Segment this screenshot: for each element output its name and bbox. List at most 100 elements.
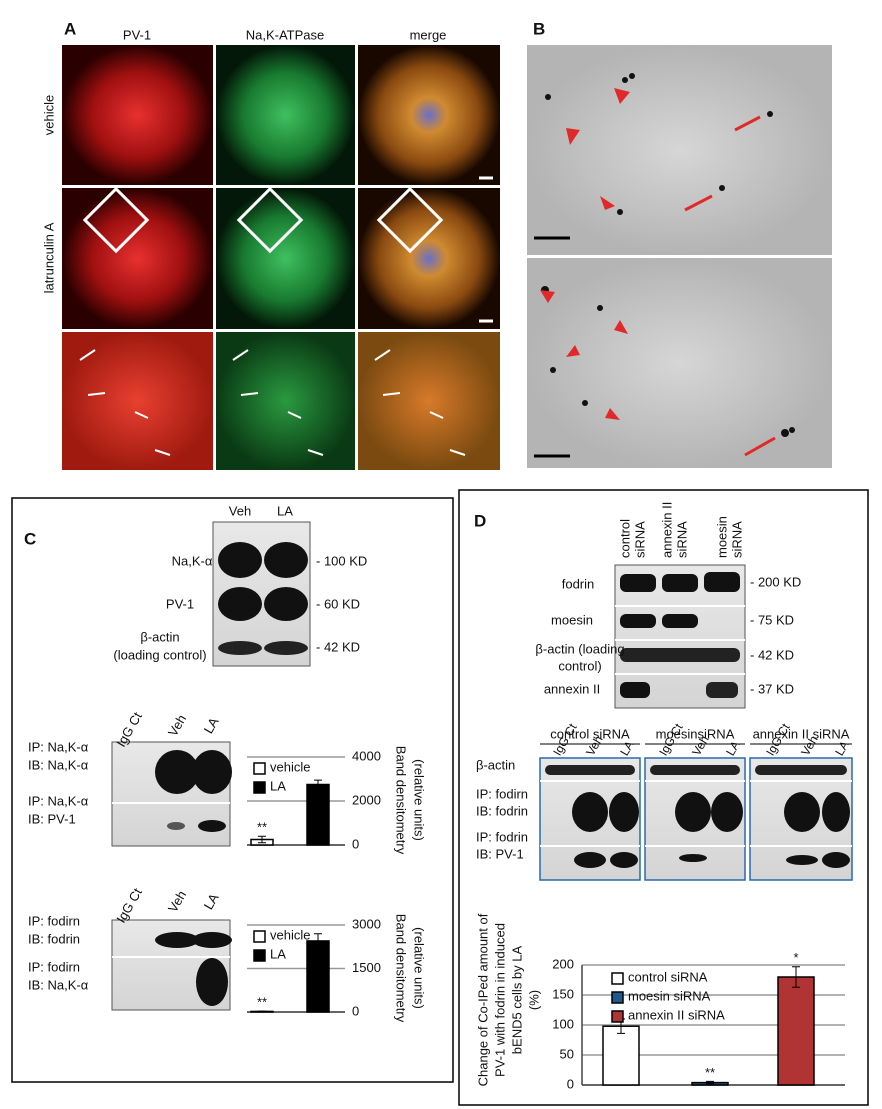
- lane-label: LA: [832, 738, 851, 758]
- row-label: β-actin: [476, 757, 515, 772]
- ip-label: IB: Na,K-α: [28, 977, 89, 992]
- ip-label: IP: fodirn: [28, 913, 80, 928]
- panel-label: B: [533, 19, 545, 38]
- legend-label: LA: [270, 778, 286, 793]
- lane-label: LA: [201, 891, 222, 913]
- annotation: **: [257, 820, 267, 835]
- size-label: - 60 KD: [316, 596, 360, 611]
- error-bar: [706, 1080, 714, 1085]
- y-tick-label: 150: [552, 986, 574, 1001]
- lane-label: IgG Ct: [113, 885, 145, 925]
- band-label: moesin: [551, 612, 593, 627]
- legend-swatch: [611, 972, 624, 985]
- legend-label: annexin II siRNA: [628, 1007, 725, 1022]
- legend-swatch: [611, 1010, 624, 1023]
- size-label: - 75 KD: [750, 612, 794, 627]
- group-label: control siRNA: [550, 726, 630, 741]
- bar: [306, 940, 330, 1013]
- y-axis-label: (relative units): [412, 759, 427, 841]
- y-axis-label: (%): [526, 990, 541, 1010]
- micrographs-b: [527, 45, 832, 468]
- size-label: - 200 KD: [750, 574, 801, 589]
- row-label: latrunculin A: [41, 222, 56, 293]
- legend-label: control siRNA: [628, 969, 708, 984]
- lane-label: LA: [723, 738, 742, 758]
- legend-swatch: [611, 991, 624, 1004]
- row-label: IB: PV-1: [476, 846, 524, 861]
- group-label: annexin II siRNA: [753, 726, 850, 741]
- ip-label: IP: Na,K-α: [28, 739, 89, 754]
- size-label: - 37 KD: [750, 681, 794, 696]
- error-bar: [792, 966, 800, 988]
- y-tick-label: 100: [552, 1016, 574, 1031]
- lane-label: LA: [617, 738, 636, 758]
- band-label: control): [558, 658, 601, 673]
- panel-frame: [11, 497, 454, 1083]
- row-label: IB: fodrin: [476, 803, 528, 818]
- y-tick-label: 0: [352, 836, 359, 851]
- size-label: - 42 KD: [750, 647, 794, 662]
- ip-label: IP: fodirn: [28, 959, 80, 974]
- ip-label: IB: PV-1: [28, 811, 76, 826]
- y-tick-label: 200: [552, 956, 574, 971]
- row-label: vehicle: [41, 95, 56, 135]
- legend-label: vehicle: [270, 927, 310, 942]
- lane-label: control: [617, 519, 632, 558]
- bar: [306, 783, 330, 846]
- y-tick-label: 4000: [352, 748, 381, 763]
- band-label: annexin II: [544, 681, 600, 696]
- legend-label: vehicle: [270, 759, 310, 774]
- legend-label: LA: [270, 946, 286, 961]
- bar: [777, 976, 815, 1086]
- lane-label: siRNA: [674, 521, 689, 558]
- y-tick-label: 2000: [352, 792, 381, 807]
- band-label: PV-1: [166, 596, 194, 611]
- ip-label: IB: Na,K-α: [28, 757, 89, 772]
- row-label: IP: fodrin: [476, 829, 528, 844]
- error-bar: [258, 835, 266, 844]
- y-tick-label: 0: [352, 1003, 359, 1018]
- error-bar: [258, 1010, 266, 1013]
- group-label: moesinsiRNA: [656, 726, 735, 741]
- micrographs-a: [62, 45, 500, 470]
- blot: [614, 564, 746, 709]
- annotation: *: [793, 950, 798, 965]
- legend-swatch: [253, 949, 266, 962]
- row-label: IP: fodirn: [476, 786, 528, 801]
- ip-label: IB: fodrin: [28, 931, 80, 946]
- lane-label: LA: [277, 503, 293, 518]
- y-tick-label: 3000: [352, 916, 381, 931]
- bar: [602, 1025, 640, 1086]
- y-axis-label: Band densitometry: [394, 914, 409, 1023]
- legend-swatch: [253, 930, 266, 943]
- band-label: (loading control): [113, 647, 206, 662]
- size-label: - 100 KD: [316, 553, 367, 568]
- y-tick-label: 0: [567, 1076, 574, 1091]
- y-tick-label: 1500: [352, 960, 381, 975]
- column-label: merge: [410, 27, 447, 42]
- panel-label: C: [24, 529, 36, 548]
- lane-label: Veh: [165, 888, 189, 915]
- error-bar: [314, 933, 322, 949]
- column-label: Na,K-ATPase: [246, 27, 325, 42]
- lane-label: LA: [201, 715, 222, 737]
- band-label: fodrin: [562, 576, 595, 591]
- lane-label: Veh: [229, 503, 251, 518]
- blot: [539, 757, 853, 881]
- legend-swatch: [253, 781, 266, 794]
- y-axis-label: Band densitometry: [394, 746, 409, 855]
- blot: [111, 741, 232, 1011]
- lane-label: siRNA: [729, 521, 744, 558]
- panel-label: D: [474, 511, 486, 530]
- lane-label: Veh: [165, 712, 189, 739]
- y-axis-label: PV-1 with fodrin in induced: [492, 923, 507, 1077]
- y-tick-label: 50: [560, 1046, 574, 1061]
- y-axis-label: Change of Co-IPed amount of: [475, 913, 490, 1086]
- lane-label: siRNA: [632, 521, 647, 558]
- band-label: β-actin (loading: [535, 641, 624, 656]
- band-label: Na,K-α: [172, 553, 213, 568]
- legend-label: moesin siRNA: [628, 988, 711, 1003]
- legend-swatch: [253, 762, 266, 775]
- blot: [212, 521, 311, 667]
